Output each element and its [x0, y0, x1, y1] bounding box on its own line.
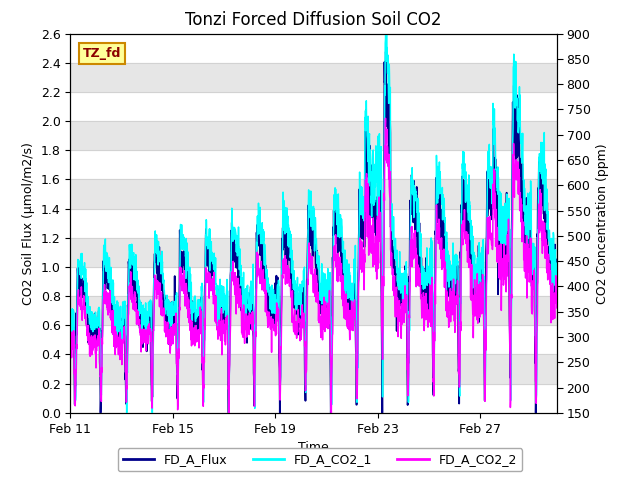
Bar — [70, 121, 557, 150]
FD_A_CO2_2 — [341, 316, 349, 322]
Y-axis label: CO2 Concentration (ppm): CO2 Concentration (ppm) — [596, 143, 609, 303]
FD_A_CO2_2 — [225, 410, 233, 416]
Bar — [70, 296, 557, 325]
FD_A_Flux — [382, 49, 390, 55]
Line: FD_A_CO2_1: FD_A_CO2_1 — [70, 26, 557, 413]
FD_A_Flux — [553, 279, 561, 285]
Bar — [70, 238, 557, 267]
FD_A_CO2_2 — [470, 312, 477, 317]
FD_A_CO2_1 — [291, 279, 299, 285]
Legend: FD_A_Flux, FD_A_CO2_1, FD_A_CO2_2: FD_A_Flux, FD_A_CO2_1, FD_A_CO2_2 — [118, 448, 522, 471]
FD_A_Flux — [470, 278, 477, 284]
FD_A_CO2_2 — [192, 340, 200, 346]
FD_A_CO2_2 — [543, 257, 551, 263]
FD_A_CO2_1 — [83, 293, 91, 299]
FD_A_CO2_2 — [67, 343, 74, 349]
Text: TZ_fd: TZ_fd — [83, 47, 121, 60]
FD_A_CO2_1 — [192, 307, 200, 312]
FD_A_Flux — [291, 286, 299, 292]
Line: FD_A_CO2_2: FD_A_CO2_2 — [70, 118, 557, 413]
FD_A_Flux — [83, 306, 91, 312]
FD_A_Flux — [97, 410, 104, 416]
Bar — [70, 63, 557, 92]
FD_A_CO2_1 — [123, 410, 131, 416]
FD_A_CO2_2 — [291, 324, 299, 330]
FD_A_CO2_2 — [553, 305, 561, 311]
FD_A_CO2_2 — [381, 115, 389, 121]
FD_A_CO2_1 — [382, 24, 390, 29]
Title: Tonzi Forced Diffusion Soil CO2: Tonzi Forced Diffusion Soil CO2 — [186, 11, 442, 29]
FD_A_Flux — [341, 291, 349, 297]
Bar — [70, 180, 557, 209]
FD_A_CO2_1 — [543, 220, 551, 226]
FD_A_CO2_1 — [553, 267, 561, 273]
X-axis label: Time: Time — [298, 441, 329, 454]
Bar — [70, 354, 557, 384]
FD_A_Flux — [192, 315, 200, 321]
FD_A_Flux — [67, 336, 74, 341]
FD_A_CO2_1 — [67, 316, 74, 322]
FD_A_CO2_1 — [470, 255, 477, 261]
Line: FD_A_Flux: FD_A_Flux — [70, 52, 557, 413]
FD_A_CO2_1 — [341, 275, 349, 280]
FD_A_CO2_2 — [83, 333, 91, 338]
Y-axis label: CO2 Soil Flux (μmol/m2/s): CO2 Soil Flux (μmol/m2/s) — [22, 142, 35, 305]
FD_A_Flux — [543, 264, 551, 269]
